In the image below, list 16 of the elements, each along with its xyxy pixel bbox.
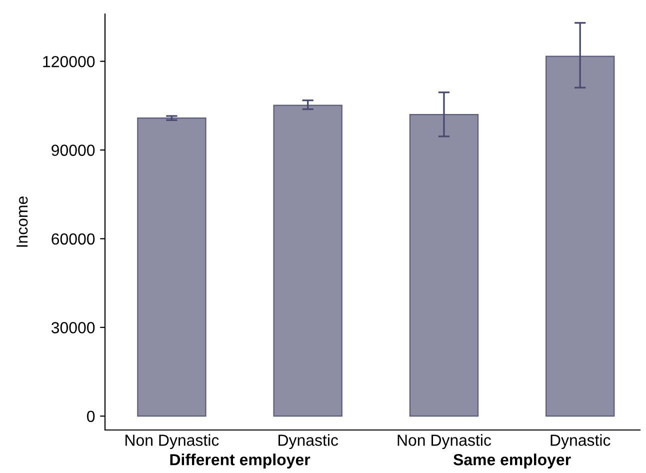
- text: Different employer: [170, 454, 310, 468]
- bar: [409, 114, 479, 417]
- y-tick-label: 30000: [51, 322, 95, 334]
- bar: [137, 118, 206, 417]
- y-tick-label: 0: [87, 410, 95, 422]
- x-tick-label: Non Dynastic: [398, 434, 492, 450]
- y-axis-title: Income: [16, 196, 28, 247]
- bar: [546, 56, 615, 417]
- text: Same employer: [453, 454, 571, 468]
- y-tick-label: 90000: [52, 144, 95, 156]
- bar: [273, 104, 342, 417]
- x-tick-label: Non Dynastic: [126, 434, 219, 450]
- x-tick-label: Dynastic: [550, 434, 610, 450]
- y-tick-label: 120000: [43, 56, 95, 68]
- y-tick-label: 60000: [52, 233, 95, 245]
- x-tick-label: Dynastic: [278, 434, 338, 450]
